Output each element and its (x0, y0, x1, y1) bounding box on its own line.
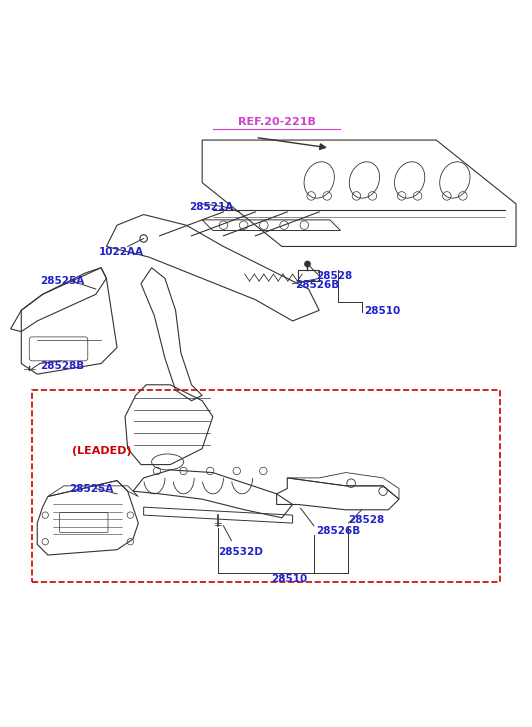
Text: 28521A: 28521A (189, 201, 233, 212)
Text: 28528B: 28528B (40, 361, 84, 371)
Text: 28510: 28510 (364, 306, 401, 316)
Text: 28510: 28510 (271, 574, 307, 584)
Text: 1022AA: 1022AA (98, 246, 144, 257)
Text: 28528: 28528 (317, 270, 353, 281)
Bar (32, 390, 500, 582)
Text: 28526B: 28526B (295, 281, 339, 290)
Text: 28525A: 28525A (40, 276, 84, 286)
Circle shape (305, 261, 310, 267)
Text: 28528: 28528 (348, 515, 385, 526)
Text: 28525A: 28525A (69, 483, 113, 494)
Text: 28532D: 28532D (218, 547, 263, 558)
Text: REF.20-221B: REF.20-221B (238, 117, 315, 126)
Text: (LEADED): (LEADED) (72, 446, 131, 457)
Text: 28526B: 28526B (317, 526, 361, 536)
